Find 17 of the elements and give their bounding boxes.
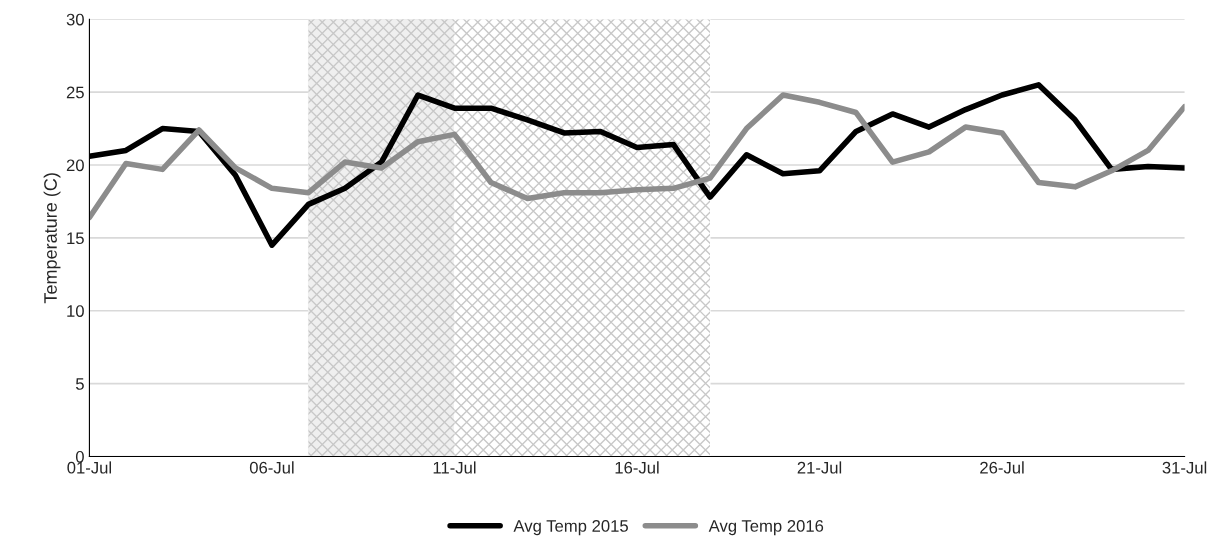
x-tick-label: 16-Jul bbox=[615, 461, 659, 474]
legend-label: Avg Temp 2016 bbox=[708, 520, 824, 536]
y-tick-label: 10 bbox=[67, 305, 84, 317]
y-tick-label: 5 bbox=[75, 378, 84, 390]
x-tick-label: 26-Jul bbox=[980, 461, 1024, 474]
x-tick-label: 01-Jul bbox=[67, 461, 112, 474]
y-tick-label: 20 bbox=[66, 159, 84, 172]
x-tick-label: 11-Jul bbox=[433, 461, 476, 474]
legend-label: Avg Temp 2015 bbox=[513, 520, 628, 536]
y-tick-label: 30 bbox=[66, 13, 84, 26]
x-tick-label: 21-Jul bbox=[797, 461, 842, 474]
y-tick-label: 15 bbox=[67, 232, 84, 245]
y-tick-label: 25 bbox=[66, 86, 84, 99]
x-tick-label: 31-Jul bbox=[1162, 461, 1207, 474]
y-tick-label: 0 bbox=[75, 450, 84, 463]
y-axis-title: Temperature (C) bbox=[43, 173, 61, 304]
x-tick-label: 06-Jul bbox=[249, 461, 294, 474]
